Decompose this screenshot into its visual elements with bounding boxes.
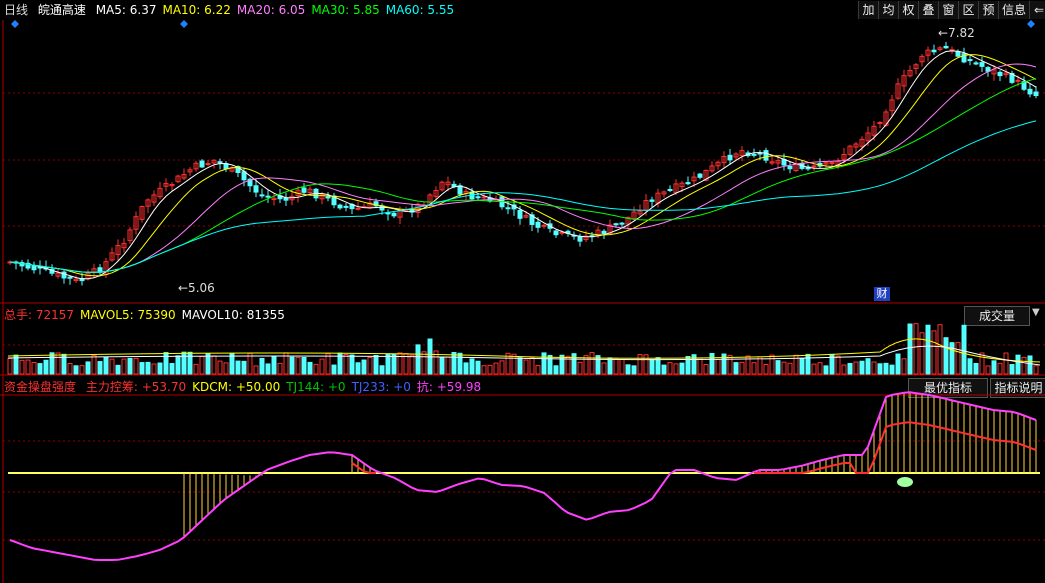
- indicator-title: 资金操盘强度: [4, 380, 77, 394]
- chevron-down-icon[interactable]: ▼: [1032, 307, 1040, 318]
- ma-legend-item-1: MA10: 6.22: [162, 3, 231, 17]
- indicator-help-button[interactable]: 指标说明: [990, 378, 1045, 398]
- indicator-legend: 资金操盘强度 主力控筹: +53.70 KDCM: +50.00 TJ144: +0…: [4, 379, 487, 395]
- ma5-line: [9, 50, 1037, 280]
- volume-legend-item-0: 总手: 72157: [4, 308, 75, 322]
- high-price-label: ←7.82: [938, 26, 975, 40]
- ma-legend-item-4: MA60: 5.55: [385, 3, 455, 17]
- ma60-line: [9, 120, 1037, 273]
- period-marker-icon: [180, 20, 188, 28]
- indicator-legend-item-3: TJ233: +0: [351, 380, 411, 394]
- period-marker-icon: [1027, 20, 1035, 28]
- indicator-legend-item-2: TJ144: +0: [286, 380, 346, 394]
- toolbar-button-7[interactable]: 信息: [998, 1, 1030, 19]
- price-header: 日线 皖通高速 MA5: 6.37 MA10: 6.22 MA20: 6.05 MA3…: [4, 2, 466, 18]
- ma-legend-item-3: MA30: 5.85: [311, 3, 380, 17]
- ma20-line: [9, 63, 1037, 273]
- toolbar-button-6[interactable]: 预: [978, 1, 999, 19]
- volume-legend: 总手: 72157 MAVOL5: 75390 MAVOL10: 81355: [4, 307, 291, 323]
- mavol10-line: [7, 345, 1041, 366]
- chart-toolbar: 加均权叠窗区预信息 ⇐: [858, 1, 1045, 19]
- indicator-legend-item-4: 抗: +59.98: [416, 380, 482, 394]
- volume-legend-item-2: MAVOL10: 81355: [181, 308, 285, 322]
- low-price-label: ←5.06: [178, 281, 215, 295]
- mavol5-line: [7, 338, 1041, 363]
- ma10-line: [9, 54, 1037, 277]
- best-indicator-button[interactable]: 最优指标: [908, 378, 988, 398]
- volume-bars: [7, 323, 1039, 375]
- volume-legend-item-1: MAVOL5: 75390: [80, 308, 176, 322]
- ma-legend-item-2: MA20: 6.05: [236, 3, 306, 17]
- indicator-legend-item-0: 主力控筹: +53.70: [85, 380, 187, 394]
- period-marker-icon: [11, 20, 19, 28]
- ma30-line: [9, 78, 1037, 273]
- finance-marker[interactable]: 财: [874, 287, 890, 301]
- indicator-bars: [183, 392, 1037, 538]
- main-control-line: [351, 421, 1037, 474]
- volume-indicator-button[interactable]: 成交量: [964, 306, 1030, 326]
- stock-name: 皖通高速: [37, 3, 86, 17]
- period-label[interactable]: 日线: [4, 3, 29, 17]
- toolbar-button-3[interactable]: 叠: [918, 1, 939, 19]
- signal-marker-icon: [897, 477, 913, 487]
- indicator-legend-item-1: KDCM: +50.00: [192, 380, 281, 394]
- back-arrow-icon[interactable]: ⇐: [1029, 1, 1045, 19]
- ma-legend-item-0: MA5: 6.37: [95, 3, 157, 17]
- ma-legend: MA5: 6.37 MA10: 6.22 MA20: 6.05 MA30: 5.85 M…: [96, 3, 460, 17]
- kang-line: [9, 391, 1037, 561]
